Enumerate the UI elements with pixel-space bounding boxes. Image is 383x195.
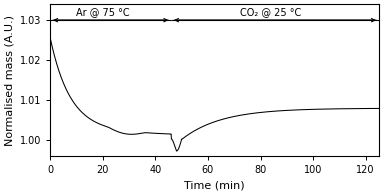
X-axis label: Time (min): Time (min) [184, 181, 245, 191]
Text: Ar @ 75 °C: Ar @ 75 °C [76, 7, 129, 17]
Text: CO₂ @ 25 °C: CO₂ @ 25 °C [241, 7, 302, 17]
Y-axis label: Normalised mass (A.U.): Normalised mass (A.U.) [4, 15, 14, 146]
